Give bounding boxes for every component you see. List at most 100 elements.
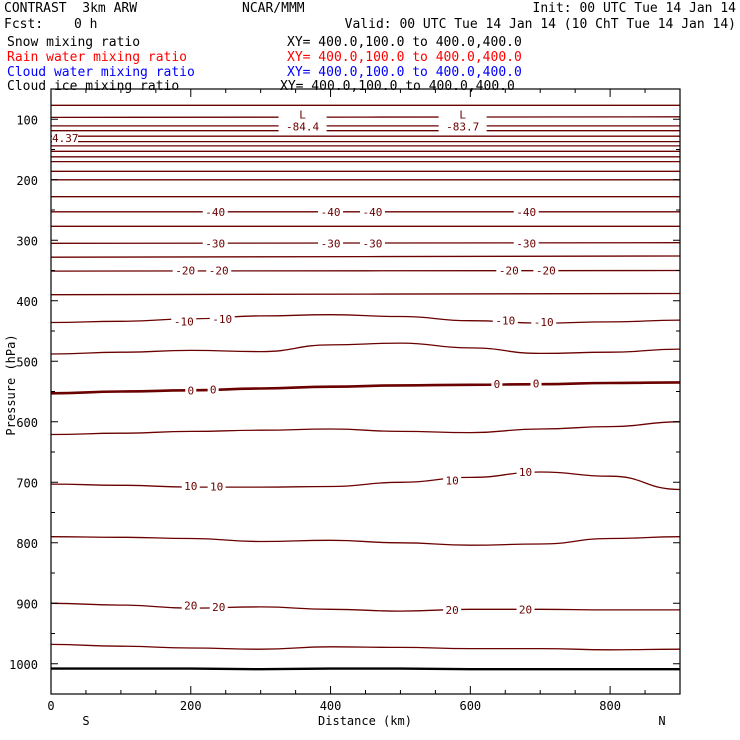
contour-label-bg-15 bbox=[531, 315, 557, 328]
contour-label-4: -30 bbox=[205, 237, 225, 250]
contour-label-bg-17 bbox=[207, 383, 219, 396]
y-tick-label-5: 600 bbox=[16, 416, 38, 430]
contour-label-bg-2 bbox=[359, 205, 385, 218]
y-tick-label-2: 300 bbox=[16, 234, 38, 248]
contour-label-bg-1 bbox=[318, 205, 344, 218]
surface-line bbox=[51, 667, 680, 671]
contour-line-26 bbox=[50, 643, 681, 651]
y-tick-label-7: 800 bbox=[16, 537, 38, 551]
contour-label-bg-8 bbox=[172, 264, 198, 277]
contour-label-bg-27 bbox=[516, 603, 535, 616]
direction-left: S bbox=[82, 714, 89, 728]
contour-label-bg-11 bbox=[533, 264, 559, 277]
contour-label-12: -10 bbox=[174, 315, 194, 328]
field-name-rain: Rain water mixing ratio bbox=[7, 50, 188, 65]
extremum-bg-1 bbox=[438, 107, 487, 134]
contour-label-27: 20 bbox=[519, 603, 532, 616]
contour-label-22: 10 bbox=[446, 474, 459, 487]
extrema-markers: L-84.4L-83.74.37 bbox=[52, 107, 487, 145]
contour-label-18: 0 bbox=[494, 378, 501, 391]
contour-label-bg-3 bbox=[513, 205, 539, 218]
contour-label-20: 10 bbox=[184, 480, 197, 493]
contour-label-25: 20 bbox=[212, 601, 225, 614]
y-tick-label-9: 1000 bbox=[9, 658, 38, 672]
x-axis-title: Distance (km) bbox=[318, 714, 412, 728]
contour-label-bg-18 bbox=[491, 378, 503, 391]
x-tick-label-3: 600 bbox=[459, 699, 481, 713]
contour-label-bg-5 bbox=[318, 237, 344, 250]
fcst-value: 0 h bbox=[74, 17, 98, 32]
contour-line-20 bbox=[50, 342, 681, 355]
contour-line-23 bbox=[50, 471, 681, 491]
field-name-cloud-ice: Cloud ice mixing ratio bbox=[7, 79, 180, 94]
contour-line-19 bbox=[50, 314, 681, 324]
contour-lines bbox=[50, 104, 681, 671]
contour-label-3: -40 bbox=[516, 206, 536, 219]
field-xy-cloud-water: XY= 400.0,100.0 to 400.0,400.0 bbox=[287, 65, 522, 80]
contour-line-17 bbox=[50, 269, 681, 272]
field-name-snow: Snow mixing ratio bbox=[7, 35, 141, 50]
contour-label-bg-22 bbox=[443, 474, 462, 487]
field-xy-rain: XY= 400.0,100.0 to 400.0,400.0 bbox=[287, 50, 522, 65]
contour-label-16: 0 bbox=[187, 384, 194, 397]
extremum-value-1: -83.7 bbox=[446, 120, 479, 133]
init-time: Init: 00 UTC Tue 14 Jan 14 bbox=[532, 1, 737, 16]
y-tick-label-0: 100 bbox=[16, 113, 38, 127]
contour-label-23: 10 bbox=[519, 466, 532, 479]
contour-label-bg-24 bbox=[181, 599, 200, 612]
edge-label-bg bbox=[52, 131, 78, 144]
extremum-value-0: -84.4 bbox=[286, 120, 319, 133]
contour-label-10: -20 bbox=[499, 265, 519, 278]
contour-label-9: -20 bbox=[209, 265, 229, 278]
direction-right: N bbox=[658, 714, 665, 728]
contour-line-21 bbox=[50, 381, 681, 395]
contour-label-11: -20 bbox=[536, 265, 556, 278]
contour-line-25 bbox=[50, 602, 680, 612]
contour-labels: -40 -40 -40 -40 -30 -30 -30 -30 -20 -20 -20 -20 -10 -… bbox=[171, 205, 559, 617]
x-tick-label-2: 400 bbox=[320, 699, 342, 713]
contour-label-bg-13 bbox=[209, 312, 235, 325]
contour-label-bg-16 bbox=[185, 384, 197, 397]
x-tick-label-0: 0 bbox=[47, 699, 54, 713]
contour-label-6: -30 bbox=[363, 237, 383, 250]
fcst-label: Fcst: bbox=[4, 17, 44, 32]
contour-label-17: 0 bbox=[210, 384, 217, 397]
contour-label-7: -30 bbox=[516, 237, 536, 250]
contour-label-bg-0 bbox=[202, 205, 228, 218]
contour-label-bg-25 bbox=[209, 600, 228, 613]
contour-label-bg-26 bbox=[443, 603, 462, 616]
contour-label-bg-9 bbox=[206, 264, 232, 277]
contour-label-bg-6 bbox=[359, 237, 385, 250]
contour-label-8: -20 bbox=[175, 265, 195, 278]
y-tick-label-4: 500 bbox=[16, 355, 38, 369]
y-axis-title: Pressure (hPa) bbox=[4, 334, 18, 435]
contour-label-bg-14 bbox=[492, 314, 518, 327]
valid-time: Valid: 00 UTC Tue 14 Jan 14 (10 ChT Tue … bbox=[344, 17, 736, 32]
contour-label-bg-19 bbox=[530, 377, 542, 390]
y-tick-label-6: 700 bbox=[16, 476, 38, 490]
contour-label-13: -10 bbox=[212, 313, 232, 326]
contour-label-bg-7 bbox=[513, 237, 539, 250]
extremum-bg-0 bbox=[278, 107, 327, 134]
contour-line-18 bbox=[50, 292, 681, 296]
field-name-cloud-water: Cloud water mixing ratio bbox=[7, 65, 195, 80]
contour-label-2: -40 bbox=[363, 206, 383, 219]
y-tick-label-3: 400 bbox=[16, 295, 38, 309]
contour-label-0: -40 bbox=[205, 206, 225, 219]
contour-label-21: 10 bbox=[210, 480, 223, 493]
extremum-symbol-0: L bbox=[299, 108, 306, 121]
contour-label-bg-23 bbox=[516, 465, 535, 478]
contour-line-1 bbox=[50, 116, 681, 119]
contour-line-22 bbox=[50, 421, 681, 436]
contour-label-14: -10 bbox=[495, 315, 515, 328]
contour-label-bg-21 bbox=[207, 480, 226, 493]
title-left: CONTRAST 3km ARW bbox=[4, 1, 138, 16]
contour-label-bg-4 bbox=[202, 237, 228, 250]
y-tick-label-1: 200 bbox=[16, 174, 38, 188]
title-center: NCAR/MMM bbox=[242, 1, 305, 16]
field-xy-snow: XY= 400.0,100.0 to 400.0,400.0 bbox=[287, 35, 522, 50]
extremum-symbol-1: L bbox=[459, 108, 466, 121]
contour-line-16 bbox=[50, 255, 681, 258]
